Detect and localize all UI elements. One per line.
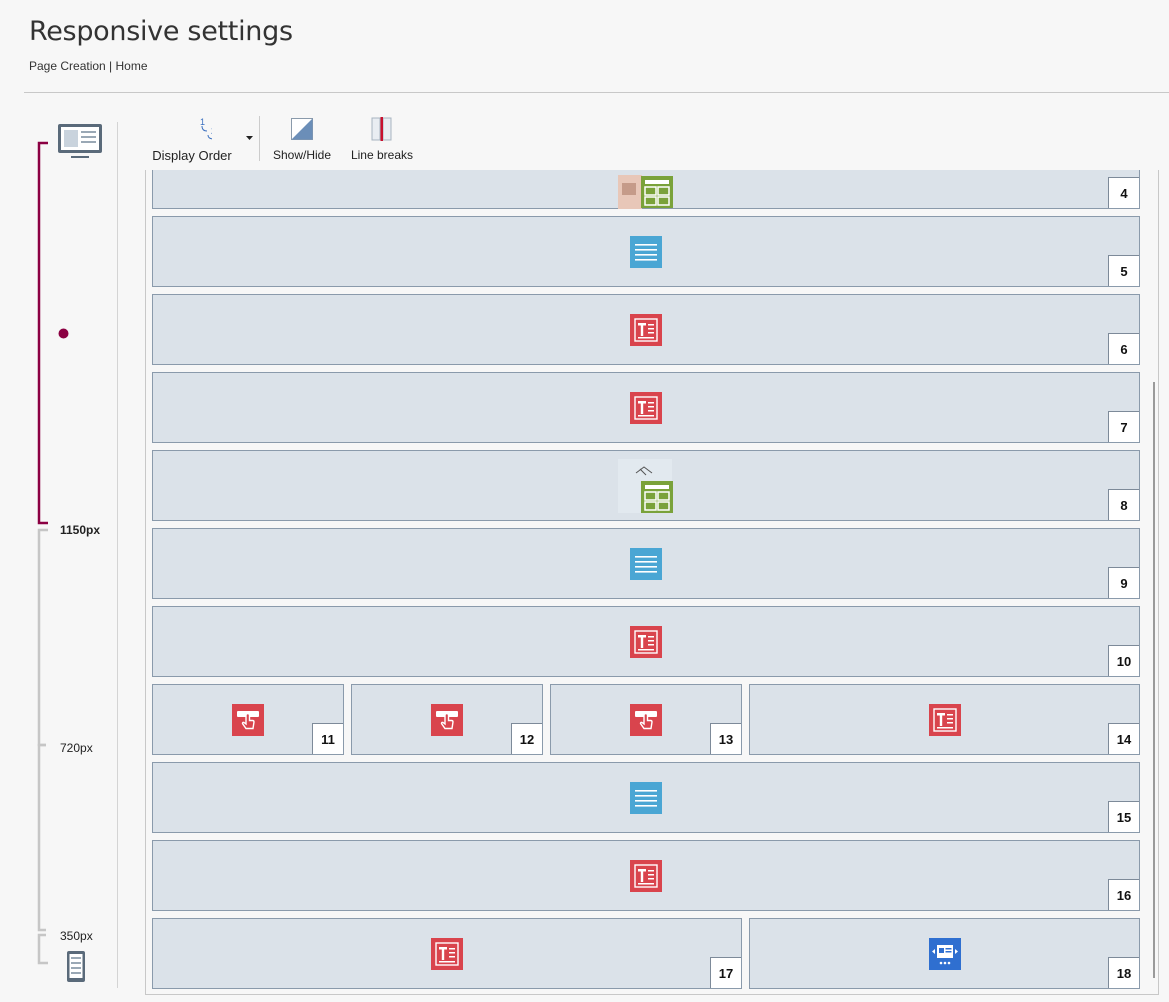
content-block[interactable]: 11 xyxy=(152,684,344,755)
content-block[interactable]: 4 xyxy=(152,170,1140,209)
svg-text:1: 1 xyxy=(200,117,205,127)
content-block[interactable]: 5 xyxy=(152,216,1140,287)
button-block-icon xyxy=(232,703,264,736)
content-block[interactable]: 18 xyxy=(749,918,1140,989)
block-number: 13 xyxy=(710,723,741,754)
display-order-dropdown-icon[interactable] xyxy=(246,136,253,141)
display-order-button[interactable]: 1 2 3 Display Order xyxy=(148,114,236,164)
line-breaks-icon xyxy=(371,117,392,141)
text-block-icon xyxy=(630,625,662,658)
block-number: 15 xyxy=(1108,801,1139,832)
block-number: 11 xyxy=(312,723,343,754)
content-block[interactable]: 8 xyxy=(152,450,1140,521)
block-number: 10 xyxy=(1108,645,1139,676)
button-block-icon xyxy=(630,703,662,736)
breakpoint-tablet-label: 720px xyxy=(60,741,93,755)
text-block-icon xyxy=(431,937,463,970)
block-number: 4 xyxy=(1108,177,1139,208)
block-number: 17 xyxy=(710,957,741,988)
block-number: 16 xyxy=(1108,879,1139,910)
content-block[interactable]: 12 xyxy=(351,684,543,755)
mobile-icon[interactable] xyxy=(66,950,86,983)
list-icon xyxy=(630,781,662,814)
content-block[interactable]: 17 xyxy=(152,918,742,989)
breakpoint-mobile-label: 350px xyxy=(60,929,93,943)
content-block[interactable]: 10 xyxy=(152,606,1140,677)
content-block[interactable]: 15 xyxy=(152,762,1140,833)
block-number: 18 xyxy=(1108,957,1139,988)
block-number: 7 xyxy=(1108,411,1139,442)
block-number: 5 xyxy=(1108,255,1139,286)
header-divider xyxy=(24,92,1169,93)
block-number: 8 xyxy=(1108,489,1139,520)
current-width-marker[interactable] xyxy=(58,328,69,339)
toolbar-divider xyxy=(259,116,260,161)
slider-block-icon xyxy=(928,937,961,970)
content-block[interactable]: 7 xyxy=(152,372,1140,443)
show-hide-button[interactable]: Show/Hide xyxy=(268,114,336,164)
layout-workspace: 4 5 6 7 xyxy=(145,170,1159,995)
text-block-icon xyxy=(630,391,662,424)
breakpoint-rail xyxy=(37,141,48,965)
block-number: 12 xyxy=(511,723,542,754)
workspace-scrollbar[interactable] xyxy=(1153,382,1155,978)
text-block-icon xyxy=(630,313,662,346)
text-block-icon xyxy=(928,703,961,736)
display-order-icon: 1 2 3 xyxy=(200,117,212,140)
content-block[interactable]: 9 xyxy=(152,528,1140,599)
breadcrumb: Page Creation | Home xyxy=(29,59,148,73)
block-number: 9 xyxy=(1108,567,1139,598)
content-block[interactable]: 16 xyxy=(152,840,1140,911)
button-block-icon xyxy=(431,703,463,736)
svg-text:2: 2 xyxy=(211,126,212,136)
line-breaks-label: Line breaks xyxy=(350,148,414,162)
text-block-icon xyxy=(630,859,662,892)
display-order-label: Display Order xyxy=(152,148,232,163)
page-title: Responsive settings xyxy=(29,16,293,47)
desktop-icon[interactable] xyxy=(57,123,103,160)
breakpoint-desktop-label: 1150px xyxy=(60,523,101,537)
line-breaks-button[interactable]: Line breaks xyxy=(348,114,416,164)
list-icon xyxy=(630,547,662,580)
content-block[interactable]: 13 xyxy=(550,684,742,755)
block-number: 6 xyxy=(1108,333,1139,364)
rail-divider xyxy=(117,122,118,988)
list-icon xyxy=(630,235,662,268)
content-block[interactable]: 6 xyxy=(152,294,1140,365)
content-block[interactable]: 14 xyxy=(749,684,1140,755)
show-hide-icon xyxy=(291,118,313,140)
image-gallery-icon xyxy=(618,458,674,513)
image-gallery-icon xyxy=(618,174,674,209)
show-hide-label: Show/Hide xyxy=(272,148,332,162)
block-number: 14 xyxy=(1108,723,1139,754)
